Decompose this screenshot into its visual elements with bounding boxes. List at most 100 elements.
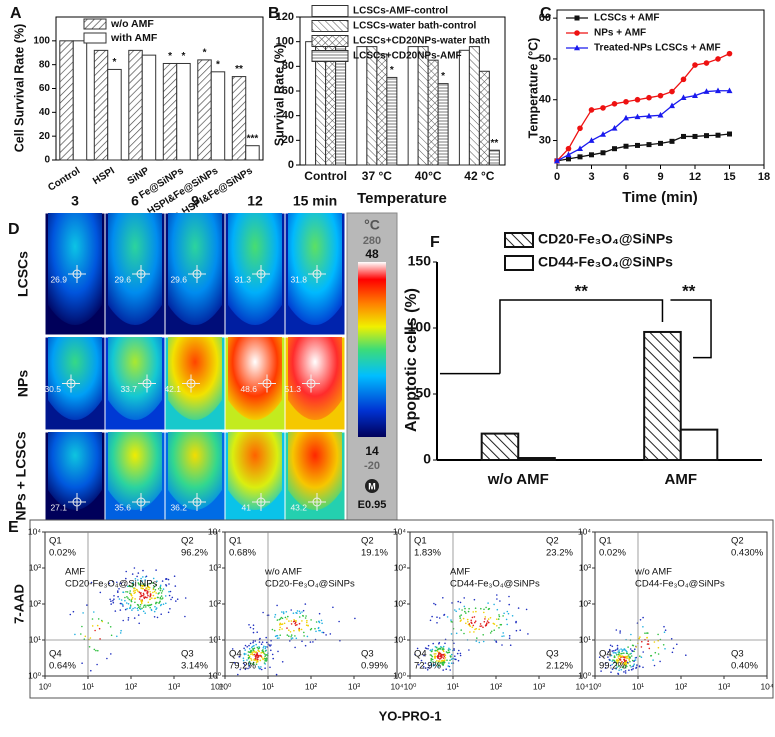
event-dot	[449, 669, 452, 671]
event-dot	[97, 649, 99, 652]
marker	[600, 105, 606, 111]
quadrant-name: Q3	[731, 649, 744, 660]
crosshair	[188, 493, 206, 511]
event-dot	[155, 607, 158, 609]
event-dot	[173, 575, 176, 577]
event-dot	[440, 662, 443, 664]
event-dot	[302, 615, 305, 617]
colorbar-label: 280	[363, 235, 381, 247]
event-dot	[134, 589, 136, 592]
event-dot	[446, 616, 449, 618]
legend-label: LCSCs-water bath-control	[353, 21, 477, 32]
event-dot	[247, 651, 250, 653]
x-tick-label: 10¹	[82, 681, 94, 691]
event-dot	[125, 570, 127, 573]
event-dot	[301, 611, 303, 613]
event-dot	[109, 626, 112, 628]
event-dot	[260, 668, 263, 671]
sample-label: CD20-Fe₃O₄@Si NPs	[65, 579, 158, 590]
event-dot	[305, 624, 308, 626]
crosshair	[132, 265, 150, 283]
event-dot	[615, 629, 618, 631]
event-dot	[99, 591, 102, 594]
event-dot	[459, 652, 462, 655]
event-dot	[450, 656, 452, 658]
event-dot	[137, 604, 140, 606]
event-dot	[81, 625, 83, 628]
y-axis-title: Apoptotic cells (%)	[403, 288, 420, 432]
event-dot	[433, 656, 436, 658]
event-dot	[165, 584, 167, 586]
thermal-tube	[288, 432, 342, 510]
event-dot	[255, 663, 258, 665]
event-dot	[251, 646, 253, 649]
bar	[210, 71, 226, 161]
event-dot	[433, 602, 435, 605]
event-dot	[525, 608, 528, 611]
event-dot	[609, 644, 612, 647]
y-tick-label: 0	[423, 451, 431, 467]
event-dot	[628, 657, 630, 660]
event-dot	[257, 648, 260, 650]
panel-letter: E	[8, 519, 19, 536]
event-dot	[169, 590, 172, 593]
event-dot	[437, 666, 439, 668]
event-dot	[156, 616, 159, 619]
event-dot	[448, 651, 451, 654]
event-dot	[84, 635, 87, 638]
event-dot	[418, 663, 420, 666]
event-dot	[134, 607, 136, 609]
legend-swatch	[311, 20, 349, 32]
event-dot	[616, 648, 618, 651]
event-dot	[128, 598, 131, 601]
event-dot	[237, 673, 239, 676]
y-tick-label: 10⁴	[28, 526, 41, 536]
marker	[635, 142, 640, 148]
event-dot	[619, 632, 621, 634]
x-tick-label: 10⁴	[575, 681, 588, 691]
event-dot	[290, 623, 293, 625]
event-dot	[274, 635, 277, 638]
event-dot	[253, 647, 256, 650]
event-dot	[489, 632, 492, 634]
event-dot	[107, 622, 110, 624]
event-dot	[315, 621, 318, 623]
marker	[680, 76, 687, 83]
event-dot	[139, 608, 142, 610]
event-dot	[137, 579, 139, 581]
event-dot	[449, 648, 451, 651]
flow-plot-frame	[594, 531, 768, 677]
event-dot	[608, 648, 611, 651]
x-tick-label: Control	[304, 169, 347, 183]
event-dot	[247, 667, 249, 670]
y-tick-label: 20	[39, 131, 51, 142]
quadrant-name: Q1	[414, 536, 427, 547]
event-dot	[114, 610, 117, 612]
event-dot	[91, 625, 94, 627]
thermal-tube	[228, 337, 282, 420]
event-dot	[468, 607, 470, 610]
event-dot	[430, 658, 433, 660]
event-dot	[618, 649, 620, 651]
event-dot	[135, 588, 138, 591]
event-dot	[467, 621, 469, 623]
crosshair	[302, 374, 320, 393]
event-dot	[169, 608, 171, 610]
event-dot	[184, 615, 186, 618]
event-dot	[613, 661, 616, 664]
event-dot	[141, 600, 144, 602]
event-dot	[607, 651, 610, 653]
event-dot	[137, 590, 139, 593]
event-dot	[485, 623, 488, 625]
event-dot	[184, 597, 187, 599]
event-dot	[464, 607, 466, 610]
event-dot	[146, 585, 149, 587]
column-header: 6	[131, 193, 139, 209]
event-dot	[472, 624, 475, 627]
event-dot	[610, 671, 612, 673]
bar	[417, 46, 429, 166]
event-dot	[437, 664, 440, 666]
event-dot	[490, 630, 493, 633]
event-dot	[132, 581, 134, 584]
event-dot	[450, 653, 453, 656]
